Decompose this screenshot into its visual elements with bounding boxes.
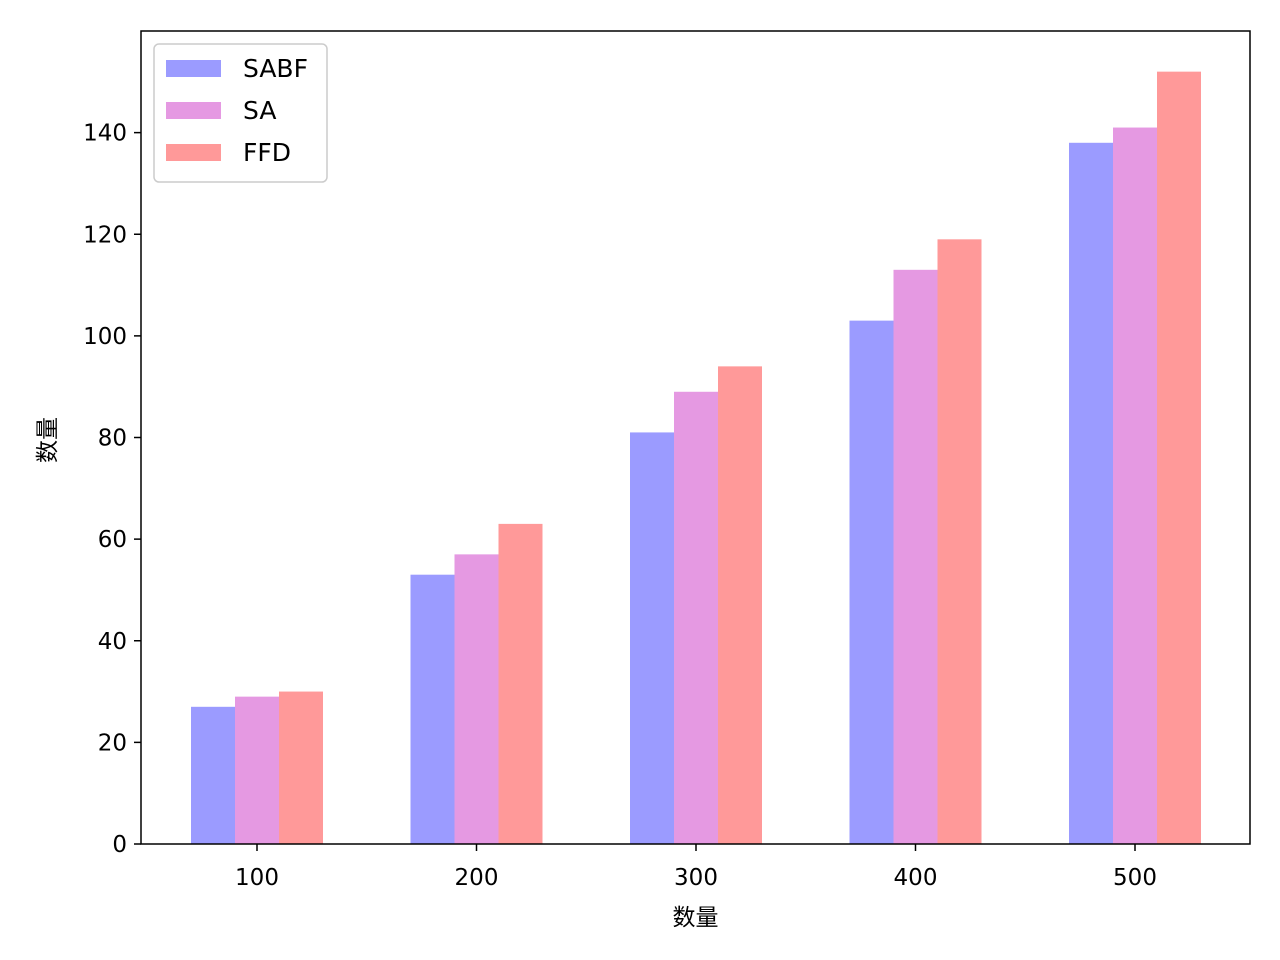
x-axis: 100 200 300 400 500 (235, 844, 1157, 891)
bar-sabf-400 (849, 320, 894, 845)
bar-sa-300 (674, 391, 718, 844)
y-tick-label: 80 (98, 426, 127, 452)
bar-ffd-300 (718, 366, 762, 844)
y-axis-label: 数量 (35, 417, 61, 463)
x-tick-label-200: 200 (455, 865, 499, 891)
y-tick-label: 0 (112, 832, 127, 858)
bar-sabf-500 (1069, 142, 1113, 845)
legend: SABF SA FFD (153, 43, 328, 183)
legend-swatch-sa (166, 102, 221, 119)
y-tick-label: 100 (83, 324, 127, 350)
bar-sa-100 (235, 696, 279, 844)
bars-layer (191, 71, 1201, 845)
y-tick-label: 120 (83, 222, 127, 248)
bar-sa-500 (1113, 127, 1157, 844)
bar-sa-200 (454, 554, 499, 844)
x-tick-label-300: 300 (674, 865, 718, 891)
legend-swatch-sabf (166, 60, 221, 77)
bar-sa-400 (893, 269, 938, 845)
x-tick-label-400: 400 (894, 865, 938, 891)
x-axis-label: 数量 (673, 905, 719, 931)
y-tick-label: 20 (98, 730, 127, 756)
x-tick-label-100: 100 (235, 865, 279, 891)
legend-swatch-ffd (166, 144, 221, 161)
legend-label-sabf: SABF (243, 54, 308, 83)
bar-ffd-400 (937, 239, 982, 845)
y-tick-label: 40 (98, 629, 127, 655)
bar-ffd-500 (1157, 71, 1201, 844)
legend-label-ffd: FFD (243, 138, 291, 167)
bar-sabf-100 (191, 706, 235, 844)
y-tick-label: 140 (83, 121, 127, 147)
bar-sabf-200 (410, 574, 455, 844)
x-tick-label-500: 500 (1113, 865, 1157, 891)
y-tick-label: 60 (98, 527, 127, 553)
y-axis: 0 20 40 60 80 100 120 140 (83, 121, 141, 858)
legend-label-sa: SA (243, 96, 276, 125)
bar-sabf-300 (630, 432, 674, 844)
bar-ffd-100 (279, 691, 323, 844)
plot-frame (140, 30, 1251, 845)
bar-ffd-200 (498, 523, 543, 844)
